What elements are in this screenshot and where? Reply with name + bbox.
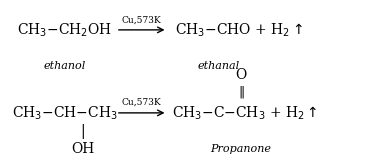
- Text: |: |: [81, 124, 85, 139]
- Text: CH$_3$$-$CH$-$CH$_3$: CH$_3$$-$CH$-$CH$_3$: [11, 104, 117, 122]
- Text: O: O: [236, 68, 247, 82]
- Text: $\|$: $\|$: [238, 84, 244, 100]
- Text: Cu,573K: Cu,573K: [122, 15, 162, 24]
- Text: CH$_3$$-$CH$_2$OH: CH$_3$$-$CH$_2$OH: [17, 21, 112, 39]
- Text: CH$_3$$-$CHO + H$_2$$\uparrow$: CH$_3$$-$CHO + H$_2$$\uparrow$: [175, 21, 303, 39]
- Text: Propanone: Propanone: [210, 144, 272, 154]
- Text: ethanol: ethanol: [43, 61, 85, 71]
- Text: CH$_3$$-$C$-$CH$_3$ + H$_2$$\uparrow$: CH$_3$$-$C$-$CH$_3$ + H$_2$$\uparrow$: [172, 104, 318, 122]
- Text: ethanal: ethanal: [198, 61, 240, 71]
- Text: OH: OH: [71, 142, 95, 156]
- Text: Cu,573K: Cu,573K: [122, 98, 162, 107]
